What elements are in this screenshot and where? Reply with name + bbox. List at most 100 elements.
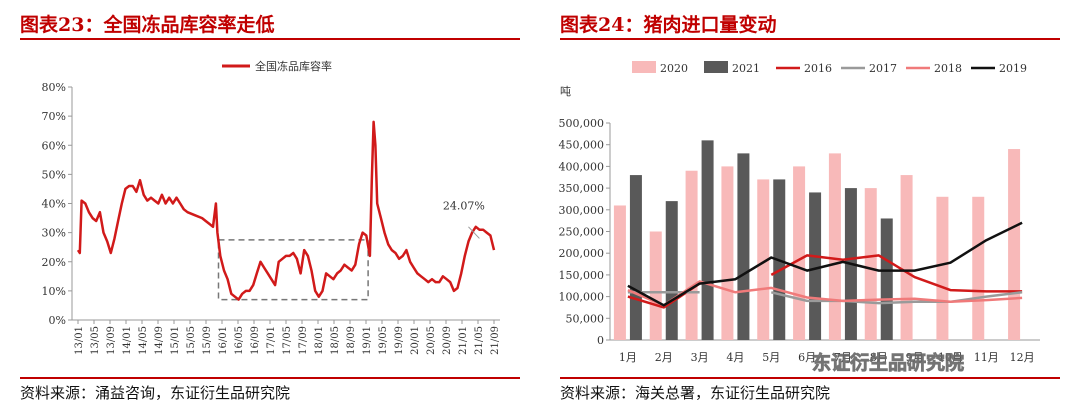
bar-2020 [613, 205, 626, 340]
x-tick-label: 19/09 [394, 326, 405, 355]
x-tick-label: 3月 [691, 351, 709, 364]
x-tick-label: 6月 [798, 351, 816, 364]
bar-2020 [685, 170, 698, 340]
x-tick-label: 20/01 [410, 326, 421, 355]
x-tick-label: 14/01 [122, 326, 133, 355]
x-tick-label: 17/05 [282, 326, 293, 355]
annotation-last-value: 24.07% [443, 199, 485, 212]
x-tick-label: 21/05 [474, 326, 485, 355]
x-tick-label: 15/05 [186, 326, 197, 355]
series-line-2019 [627, 221, 1023, 307]
x-tick-label: 16/05 [234, 326, 245, 355]
x-tick-label: 19/01 [362, 326, 373, 355]
x-tick-label: 18/09 [346, 326, 357, 355]
series-line-cold-storage-rate [76, 120, 496, 301]
x-tick-label: 1月 [619, 351, 637, 364]
y-tick-label: 400,000 [559, 160, 605, 173]
y-tick-label: 30% [42, 227, 66, 240]
x-tick-label: 21/01 [458, 326, 469, 355]
y-tick-label: 40% [42, 198, 66, 211]
bar-2020 [936, 196, 949, 340]
bar-2020 [972, 196, 985, 340]
y-tick-label: 300,000 [559, 204, 605, 217]
cold-storage-chart: 0% 10% 20% 30% 40% 50% 60% 70% 80% 13/01 13/05 13/0… [42, 59, 501, 355]
x-tick-label: 17/01 [266, 326, 277, 355]
right-source-rule [560, 377, 1060, 379]
legend-label-2018: 2018 [934, 62, 962, 75]
legend-label-2021: 2021 [732, 62, 760, 75]
left-title-rule [20, 38, 520, 40]
legend-label: 全国冻品库容率 [255, 59, 332, 73]
y-tick-label: 250,000 [559, 226, 605, 239]
x-tick-label: 16/09 [250, 326, 261, 355]
x-tick-label: 14/09 [154, 326, 165, 355]
x-tick-label: 5月 [762, 351, 780, 364]
right-source-note: 资料来源：海关总署，东证衍生品研究院 [560, 384, 831, 402]
x-tick-label: 20/05 [426, 326, 437, 355]
x-tick-label: 21/09 [490, 326, 501, 355]
highlight-box [217, 239, 369, 301]
y-tick-label: 10% [42, 285, 66, 298]
y-tick-label: 100,000 [559, 291, 605, 304]
x-tick-label: 13/05 [90, 326, 101, 355]
x-tick-label: 7月 [834, 351, 852, 364]
y-tick-label: 50,000 [566, 312, 605, 325]
y-unit-label: 吨 [560, 85, 571, 98]
y-tick-label: 350,000 [559, 182, 605, 195]
left-panel: 图表23：全国冻品库容率走低 0% 10% 20% 30% 40% 50% 60% 70% 80… [20, 14, 520, 402]
annotation-leader [468, 226, 480, 239]
series-line-2017 [771, 291, 1023, 305]
series-line-2018 [627, 280, 1023, 307]
legend-label-2016: 2016 [804, 62, 832, 75]
y-tick-label: 150,000 [559, 269, 605, 282]
bar-2021 [701, 140, 714, 340]
y-tick-label: 450,000 [559, 139, 605, 152]
y-tick-label: 500,000 [559, 117, 605, 130]
watermark: 东证衍生品研究院 [812, 351, 964, 374]
left-source-note: 资料来源：涌益咨询，东证衍生品研究院 [20, 384, 291, 402]
y-tick-label: 0 [597, 334, 604, 347]
right-chart-title: 图表24：猪肉进口量变动 [560, 14, 777, 36]
left-source-rule [20, 377, 520, 379]
x-tick-label: 15/01 [170, 326, 181, 355]
bar-2021 [809, 192, 822, 340]
y-tick-label: 20% [42, 256, 66, 269]
bar-2020 [1008, 149, 1021, 340]
left-chart-title: 图表23：全国冻品库容率走低 [20, 14, 275, 36]
bar-2021 [880, 218, 893, 340]
legend-swatch-2021 [704, 61, 728, 73]
pork-import-chart: 吨 0 50,000 100,000 150,000 200,000 250,000 300,… [559, 61, 1040, 374]
series-line-2016 [770, 254, 1023, 293]
legend-label-2019: 2019 [999, 62, 1027, 75]
x-tick-label: 17/09 [298, 326, 309, 355]
y-tick-label: 60% [42, 139, 66, 152]
y-tick-label: 80% [42, 81, 66, 94]
x-tick-label: 11月 [974, 351, 999, 364]
legend-label-2020: 2020 [660, 62, 688, 75]
x-tick-label: 13/01 [74, 326, 85, 355]
x-tick-label: 13/09 [106, 326, 117, 355]
x-tick-label: 10月 [938, 351, 963, 364]
bar-2020 [757, 179, 770, 340]
bar-2021 [629, 175, 642, 340]
x-tick-label: 4月 [726, 351, 744, 364]
bar-2020 [900, 175, 913, 340]
legend-label-2017: 2017 [869, 62, 897, 75]
y-tick-label: 0% [49, 314, 66, 327]
x-tick-label: 8月 [870, 351, 888, 364]
x-tick-label: 15/09 [202, 326, 213, 355]
x-tick-label: 14/05 [138, 326, 149, 355]
y-tick-label: 50% [42, 168, 66, 181]
bar-2020 [649, 231, 662, 340]
y-tick-label: 200,000 [559, 247, 605, 260]
x-tick-label: 9月 [906, 351, 924, 364]
x-tick-label: 18/05 [330, 326, 341, 355]
x-tick-label: 12月 [1010, 351, 1035, 364]
bar-2020 [864, 188, 877, 340]
x-tick-label: 2月 [655, 351, 673, 364]
bar-2020 [828, 153, 841, 340]
x-tick-label: 16/01 [218, 326, 229, 355]
y-tick-label: 70% [42, 110, 66, 123]
bar-2020 [721, 166, 734, 340]
bar-2021 [665, 201, 678, 340]
